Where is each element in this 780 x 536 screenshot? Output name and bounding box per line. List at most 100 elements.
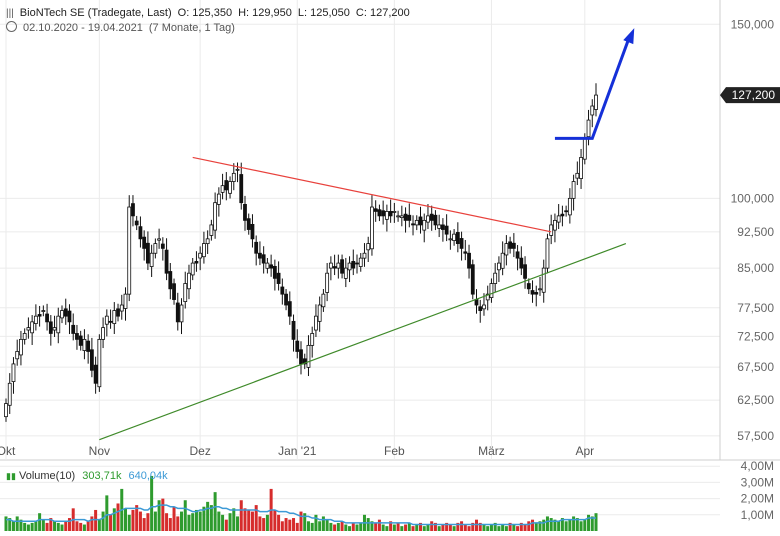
volume-bar [236, 516, 240, 531]
volume-bar [516, 526, 520, 531]
volume-bar [594, 513, 598, 531]
volume-bar [4, 516, 8, 531]
volume-bar [150, 475, 154, 531]
candle-body [433, 214, 438, 226]
volume-bar [463, 524, 467, 531]
volume-bar [116, 503, 120, 531]
volume-bar [418, 522, 422, 531]
candle-body [556, 215, 561, 223]
candle-body [75, 333, 79, 340]
candle-body [19, 338, 23, 356]
candle-body [392, 211, 397, 213]
price-tick-label: 85,000 [737, 261, 774, 275]
candle-body [231, 172, 236, 182]
candle-body [355, 262, 359, 265]
candle-body [112, 310, 117, 324]
time-tick-label: Okt [0, 444, 16, 458]
volume-bar [206, 501, 210, 531]
volume-bar [452, 526, 456, 531]
volume-bar [67, 518, 71, 531]
volume-bar [239, 500, 243, 531]
candle-body [310, 333, 315, 346]
candle-body [250, 223, 255, 240]
volume-bar [26, 524, 30, 531]
volume-bar [90, 516, 94, 531]
volume-bar [135, 505, 139, 531]
candle-body [523, 264, 527, 279]
volume-bar [172, 506, 176, 531]
volume-bar [467, 526, 471, 531]
volume-bar [142, 518, 146, 531]
volume-tick-label: 3,00M [741, 475, 774, 489]
volume-bar [351, 522, 355, 531]
volume-bar [370, 521, 374, 531]
volume-bar [105, 495, 109, 531]
volume-bar [131, 509, 135, 531]
candle-body [239, 174, 244, 204]
volume-bar [527, 521, 531, 531]
candle-body [183, 283, 188, 303]
grid [0, 0, 780, 461]
candle-body [194, 260, 199, 264]
volume-bar [146, 513, 150, 531]
candle-body [145, 242, 150, 264]
volume-bar [583, 519, 587, 531]
volume-bar [15, 516, 19, 531]
price-tick-label: 100,000 [731, 191, 775, 205]
volume-bar [475, 519, 479, 531]
volume-bar [504, 526, 508, 531]
volume-bar [64, 521, 68, 531]
candle-body [437, 224, 442, 229]
volume-bar [426, 524, 430, 531]
candle-body [202, 243, 206, 258]
candle-body [134, 220, 139, 226]
volume-bar [340, 521, 344, 531]
volume-bar [138, 511, 142, 531]
candle-body [571, 181, 576, 199]
volume-bar [448, 524, 452, 531]
candle-body [116, 308, 120, 317]
candle-body [317, 304, 322, 322]
candle-body [265, 262, 270, 269]
candle-body [246, 218, 251, 230]
volume-bar [519, 522, 523, 531]
candle-body [530, 290, 535, 295]
volume-bar [355, 524, 359, 531]
candle-body [52, 327, 57, 331]
volume-bar [176, 516, 180, 531]
volume-bar [310, 522, 314, 531]
volume-bar [41, 519, 45, 531]
candle-body [314, 315, 318, 331]
volume-bar [86, 521, 90, 531]
price-tick-label: 57,500 [737, 429, 774, 443]
volume-bar [478, 522, 482, 531]
candle-body [358, 257, 363, 267]
price-tick-label: 150,000 [731, 17, 775, 31]
volume-bar [579, 521, 583, 531]
volume-bar [60, 524, 64, 531]
candle-body [567, 197, 572, 216]
candle-body [153, 243, 158, 254]
candle-body [187, 272, 191, 290]
volume-bar [306, 521, 310, 531]
candle-icon: ||| [6, 8, 14, 19]
candle-body [414, 219, 419, 226]
volume-bar [482, 524, 486, 531]
volume-bar [168, 518, 172, 531]
candle-body [216, 193, 221, 205]
candle-body [306, 344, 311, 368]
candle-body [26, 327, 31, 331]
volume-bar [38, 513, 42, 531]
candle-body [179, 304, 184, 323]
candle-body [519, 257, 524, 269]
candle-body [205, 238, 210, 244]
candle-body [86, 340, 91, 352]
volume-bar [542, 519, 546, 531]
candle-body [209, 224, 214, 236]
candle-body [269, 264, 274, 269]
volume-bar [79, 522, 83, 531]
candle-body [67, 310, 72, 323]
volume-bar [460, 521, 464, 531]
candle-body [336, 262, 341, 269]
candle-body [560, 213, 565, 217]
